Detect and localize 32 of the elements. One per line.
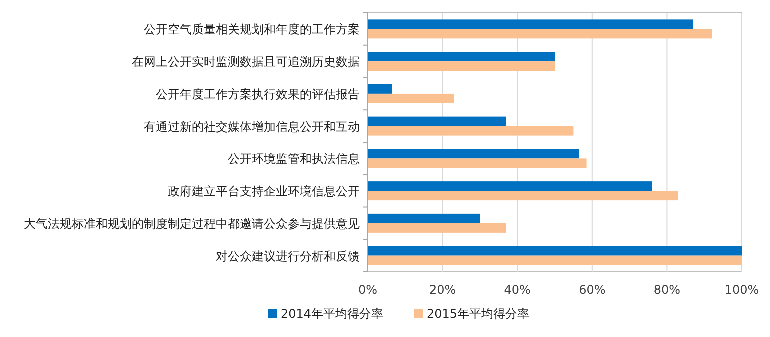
bar — [368, 94, 454, 104]
x-tick-label: 40% — [504, 283, 531, 297]
x-tick-label: 0% — [358, 283, 378, 297]
y-tick-label: 公开空气质量相关规划和年度的工作方案 — [144, 22, 360, 37]
x-tick-label: 20% — [429, 283, 456, 297]
y-tick-label: 有通过新的社交媒体增加信息公开和互动 — [144, 120, 360, 134]
bar — [368, 20, 694, 30]
bar — [368, 191, 678, 201]
y-tick-label: 公开环境监管和执法信息 — [228, 152, 360, 166]
bar — [368, 29, 712, 39]
y-tick-label: 政府建立平台支持企业环境信息公开 — [168, 184, 360, 199]
x-tick-label: 100% — [724, 283, 760, 297]
bar — [368, 158, 587, 168]
bar — [368, 149, 580, 159]
legend-label: 2015年平均得分率 — [427, 307, 530, 321]
bar — [368, 52, 555, 62]
legend-label: 2014年平均得分率 — [281, 307, 384, 321]
bar — [368, 256, 742, 266]
bar — [368, 62, 555, 72]
bar — [368, 246, 742, 256]
bar — [368, 126, 574, 136]
y-tick-label: 对公众建议进行分析和反馈 — [216, 249, 360, 264]
bar — [368, 84, 392, 94]
bar — [368, 214, 480, 224]
x-tick-label: 60% — [579, 283, 606, 297]
bar — [368, 223, 506, 233]
bar — [368, 182, 652, 192]
x-tick-label: 80% — [654, 283, 681, 297]
y-tick-label: 大气法规标准和规划的制度制定过程中都邀请公众参与提供意见 — [24, 216, 360, 231]
y-tick-label: 公开年度工作方案执行效果的评估报告 — [156, 87, 360, 102]
bar — [368, 116, 506, 126]
y-tick-label: 在网上公开实时监测数据且可追溯历史数据 — [132, 55, 360, 70]
